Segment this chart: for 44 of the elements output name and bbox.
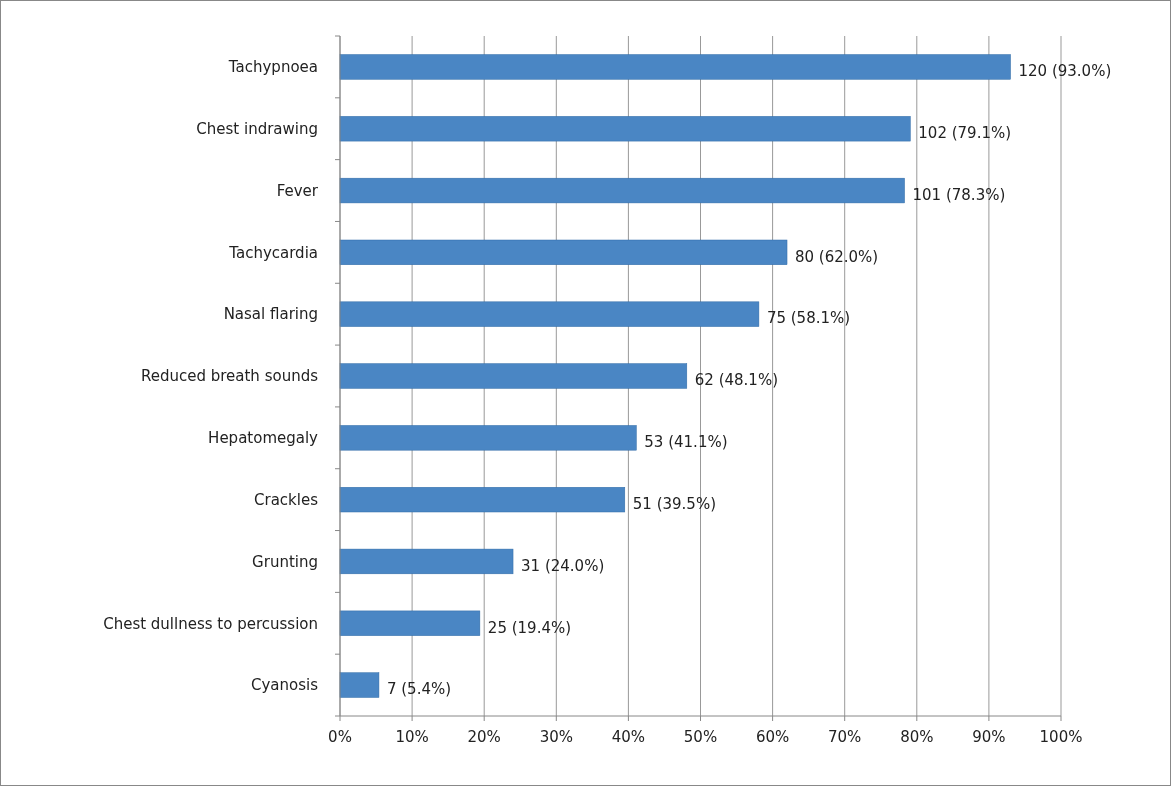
y-tick-label: Crackles xyxy=(254,490,319,509)
data-label: 7 (5.4%) xyxy=(386,680,452,699)
data-label: 80 (62.0%) xyxy=(795,247,879,266)
x-tick-label: 90% xyxy=(972,728,1006,746)
bar xyxy=(339,301,760,327)
y-tick-label: Cyanosis xyxy=(250,676,319,695)
y-tick-label: Reduced breath sounds xyxy=(140,367,319,386)
bar xyxy=(339,177,905,204)
y-tick-label: Chest dullness to percussion xyxy=(103,614,318,633)
data-label: 102 (79.1%) xyxy=(918,123,1012,142)
x-tick-label: 50% xyxy=(683,728,718,746)
y-tick-label: Chest indrawing xyxy=(196,119,318,138)
x-tick-label: 30% xyxy=(539,728,573,746)
y-tick-label: Grunting xyxy=(252,552,318,571)
bar xyxy=(339,487,626,513)
y-tick-label: Nasal flaring xyxy=(223,305,318,324)
x-tick-label: 20% xyxy=(467,728,501,746)
x-tick-label: 100% xyxy=(1039,728,1083,746)
bar xyxy=(339,425,637,451)
data-label: 31 (24.0%) xyxy=(521,556,605,575)
y-tick-label: Fever xyxy=(276,181,319,200)
bar xyxy=(339,672,380,698)
x-tick-label: 60% xyxy=(755,728,790,746)
bar xyxy=(339,116,911,142)
x-tick-label: 40% xyxy=(611,728,646,746)
data-label: 51 (39.5%) xyxy=(632,494,717,513)
x-tick-label: 70% xyxy=(828,728,862,746)
data-label: 120 (93.0%) xyxy=(1018,62,1112,81)
y-tick-label: Hepatomegaly xyxy=(208,429,319,448)
bar xyxy=(339,54,1011,80)
data-label: 25 (19.4%) xyxy=(487,618,572,637)
y-tick-label: Tachypnoea xyxy=(227,58,318,77)
data-label: 75 (58.1%) xyxy=(766,309,851,328)
x-tick-label: 10% xyxy=(395,728,429,746)
x-tick-label: 80% xyxy=(900,728,934,746)
data-label: 53 (41.1%) xyxy=(644,433,728,452)
bar xyxy=(339,239,788,265)
data-label: 62 (48.1%) xyxy=(694,371,779,390)
bar xyxy=(339,363,688,389)
data-label: 101 (78.3%) xyxy=(912,185,1006,204)
x-tick-label: 0% xyxy=(328,728,352,746)
bar xyxy=(339,610,481,636)
bar xyxy=(339,548,514,575)
y-tick-label: Tachycardia xyxy=(228,243,318,262)
